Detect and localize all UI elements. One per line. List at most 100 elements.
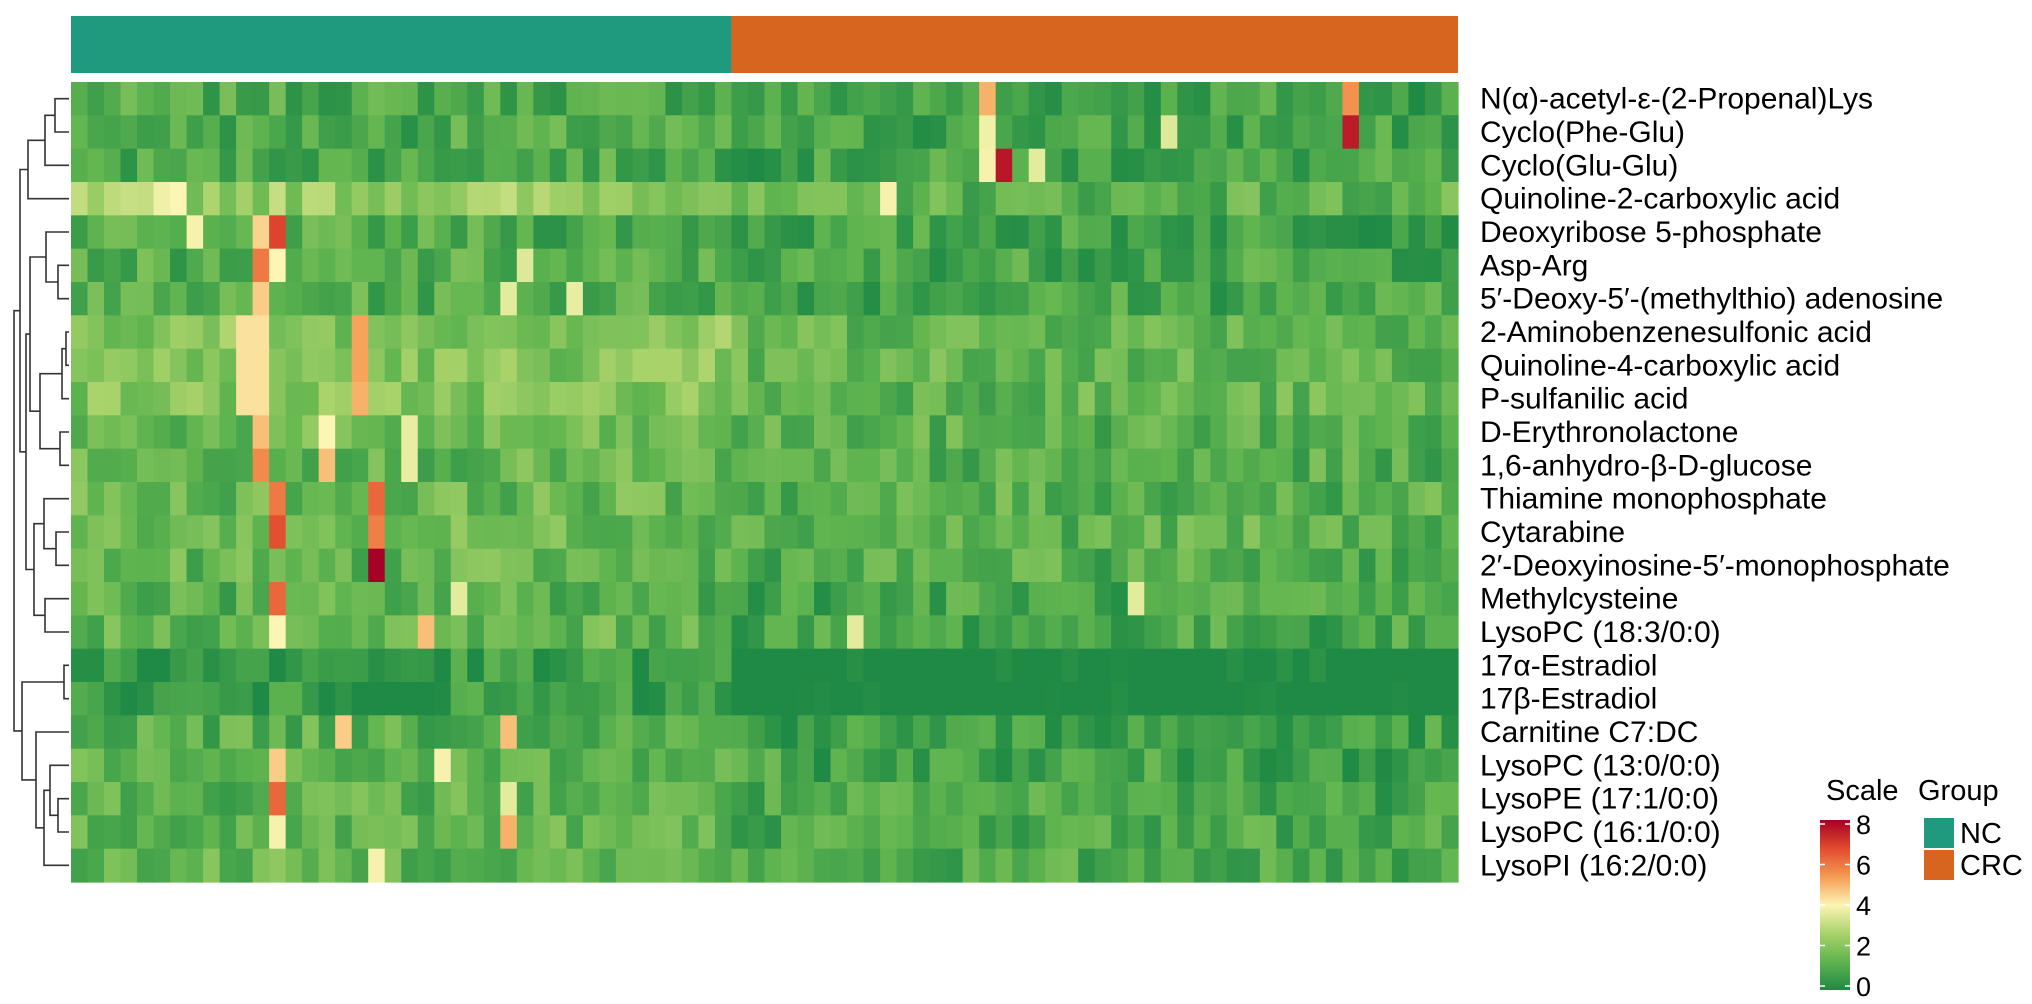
heatmap-cell — [186, 448, 204, 483]
heatmap-cell — [714, 815, 733, 850]
heatmap-cell — [995, 148, 1013, 183]
heatmap-cell — [1193, 682, 1211, 716]
heatmap-cell — [1012, 248, 1030, 283]
heatmap-cell — [1226, 448, 1244, 483]
heatmap-cell — [681, 848, 700, 883]
heatmap-cell — [863, 415, 881, 450]
heatmap-cell — [1309, 282, 1327, 316]
heatmap-cell — [203, 148, 221, 183]
heatmap-cell — [549, 648, 567, 683]
heatmap-cell — [533, 715, 551, 750]
heatmap-cell — [1342, 215, 1360, 250]
heatmap-cell — [1045, 348, 1063, 383]
heatmap-cell — [467, 748, 485, 783]
heatmap-cell — [1045, 548, 1063, 583]
heatmap-cell — [1193, 115, 1211, 150]
heatmap-cell — [863, 248, 881, 283]
heatmap-cell — [962, 82, 980, 116]
heatmap-cell — [384, 248, 402, 283]
heatmap-cell — [384, 648, 402, 683]
heatmap-cell — [153, 115, 171, 150]
heatmap-cell — [863, 482, 881, 516]
heatmap-cell — [1177, 82, 1195, 116]
heatmap-cell — [252, 182, 270, 216]
heatmap-cell — [1292, 782, 1310, 816]
heatmap-cell — [1391, 582, 1410, 616]
heatmap-cell — [714, 148, 733, 183]
heatmap-cell — [582, 748, 600, 783]
heatmap-cell — [549, 782, 567, 816]
heatmap-cell — [1144, 82, 1162, 116]
heatmap-cell — [681, 648, 700, 683]
heatmap-cell — [566, 348, 584, 383]
heatmap-cell — [170, 115, 188, 150]
heatmap-cell — [1094, 215, 1112, 250]
heatmap-cell — [104, 282, 122, 316]
row-label: 17α-Estradiol — [1480, 649, 1657, 682]
heatmap-cell — [269, 315, 287, 350]
heatmap-cell — [1325, 782, 1344, 816]
heatmap-cell — [1276, 115, 1294, 150]
heatmap-cell — [929, 448, 947, 483]
heatmap-cell — [1391, 148, 1410, 183]
heatmap-cell — [1160, 282, 1178, 316]
heatmap-cell — [632, 115, 650, 150]
heatmap-cell — [285, 748, 303, 783]
heatmap-cell — [995, 615, 1013, 650]
heatmap-cell — [1243, 815, 1261, 850]
heatmap-cell — [1028, 248, 1046, 283]
heatmap-cell — [1210, 482, 1228, 516]
heatmap-cell — [236, 215, 254, 250]
heatmap-cell — [582, 82, 600, 116]
heatmap-cell — [252, 315, 270, 350]
heatmap-cell — [1127, 548, 1145, 583]
heatmap-cell — [1243, 115, 1261, 150]
heatmap-cell — [1441, 248, 1459, 283]
heatmap-cell — [71, 215, 89, 250]
heatmap-cell — [1094, 515, 1112, 550]
heatmap-cell — [747, 548, 766, 583]
heatmap-cell — [120, 315, 138, 350]
heatmap-cell — [797, 548, 815, 583]
heatmap-cell — [368, 348, 386, 383]
heatmap-cell — [698, 648, 716, 683]
heatmap-cell — [698, 248, 716, 283]
heatmap-cell — [1226, 182, 1244, 216]
heatmap-cell — [417, 82, 435, 116]
heatmap-cell — [847, 315, 865, 350]
heatmap-cell — [368, 382, 386, 416]
heatmap-cell — [384, 715, 402, 750]
heatmap-cell — [153, 582, 171, 616]
heatmap-cell — [1259, 548, 1277, 583]
heatmap-cell — [1012, 315, 1030, 350]
heatmap-cell — [219, 848, 237, 883]
heatmap-cell — [1078, 248, 1096, 283]
heatmap-cell — [863, 382, 881, 416]
heatmap-cell — [219, 82, 237, 116]
heatmap-cell — [995, 415, 1013, 450]
heatmap-cell — [401, 582, 419, 616]
heatmap-cell — [566, 548, 584, 583]
heatmap-cell — [335, 548, 353, 583]
heatmap-cell — [1375, 548, 1393, 583]
heatmap-cell — [1160, 448, 1178, 483]
heatmap-cell — [615, 348, 633, 383]
heatmap-cell — [1424, 215, 1443, 250]
heatmap-cell — [1144, 682, 1162, 716]
heatmap-cell — [880, 182, 898, 216]
heatmap-cell — [203, 715, 221, 750]
heatmap-cell — [1012, 348, 1030, 383]
heatmap-cell — [665, 548, 683, 583]
heatmap-cell — [1012, 282, 1030, 316]
heatmap-cell — [533, 248, 551, 283]
heatmap-cell — [830, 548, 848, 583]
heatmap-cell — [995, 182, 1013, 216]
heatmap-cell — [599, 82, 617, 116]
heatmap-cell — [1177, 748, 1195, 783]
heatmap-cell — [847, 448, 865, 483]
heatmap-cell — [1028, 615, 1046, 650]
heatmap-cell — [1045, 815, 1063, 850]
heatmap-cell — [285, 215, 303, 250]
heatmap-cell — [714, 215, 733, 250]
heatmap-cell — [1276, 715, 1294, 750]
